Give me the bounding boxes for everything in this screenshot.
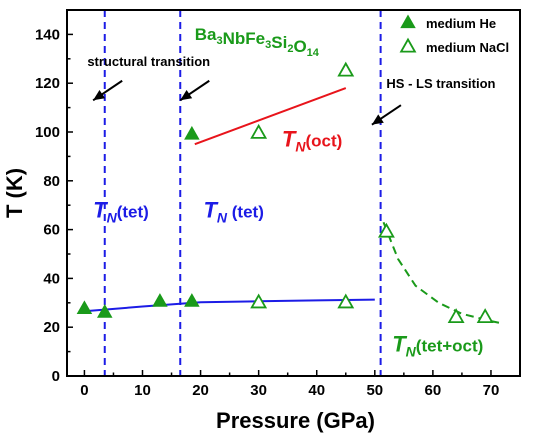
y-tick-label: 20 [43, 319, 60, 336]
chart-marks [76, 10, 503, 376]
legend-marker-1 [399, 37, 417, 53]
x-tick-label: 60 [425, 382, 442, 399]
y-axis-label: T (K) [2, 168, 27, 218]
tn-tetoct-fit [382, 221, 503, 325]
y-tick-label: 0 [52, 368, 60, 385]
arrow-head-1 [180, 89, 193, 101]
data-point-nacl-5 [447, 308, 465, 323]
tn-label-2: TN(oct) [282, 127, 342, 155]
y-tick-label: 120 [35, 75, 60, 92]
tn-label-3: TN(tet+oct) [392, 332, 483, 360]
tn-label-0: TN(tet) [93, 197, 149, 225]
x-tick-label: 40 [308, 382, 325, 399]
x-tick-label: 10 [134, 382, 151, 399]
data-point-he-0 [76, 300, 93, 315]
tn-tet-fit [84, 298, 375, 313]
y-tick-label: 100 [35, 124, 60, 141]
arrow-head-2 [371, 114, 384, 125]
data-point-he-4 [184, 125, 200, 140]
legend-label-0: medium He [426, 16, 496, 31]
data-point-he-1 [96, 304, 113, 318]
tn-label-1: TN (tet) [203, 197, 263, 225]
x-tick-label: 20 [192, 382, 209, 399]
data-point-nacl-4 [377, 222, 395, 238]
hs-ls-transition-label: HS - LS transition [386, 76, 495, 91]
y-tick-label: 80 [43, 173, 60, 190]
data-point-nacl-1 [250, 123, 268, 139]
data-point-nacl-0 [250, 293, 268, 309]
x-axis-label: Pressure (GPa) [216, 408, 375, 433]
structural-transition-label: structural transition [87, 54, 210, 69]
tn-oct-fit [194, 87, 347, 146]
legend: medium He medium NaCl [399, 14, 509, 55]
legend-marker-0 [400, 14, 416, 29]
arrow-head-0 [93, 89, 106, 101]
plot-border [66, 9, 521, 377]
chart-text: Pressure (GPa) T (K) Ba3NbFe3Si2O14structu… [2, 25, 496, 433]
data-point-nacl-6 [476, 308, 494, 323]
data-point-nacl-2 [337, 293, 355, 309]
data-point-he-2 [152, 293, 168, 307]
compound-formula: Ba3NbFe3Si2O14 [195, 25, 320, 59]
axis-ticks: 0 10 20 30 40 50 60 70 0 20 40 60 80 100 120 140 [35, 9, 521, 399]
x-tick-label: 30 [250, 382, 267, 399]
data-point-nacl-3 [337, 61, 355, 77]
x-tick-label: 70 [483, 382, 500, 399]
x-tick-label: 0 [80, 382, 88, 399]
y-tick-label: 140 [35, 26, 60, 43]
data-point-he-3 [184, 293, 200, 307]
y-tick-label: 40 [43, 270, 60, 287]
x-tick-label: 50 [366, 382, 383, 399]
plot-frame [66, 9, 521, 377]
y-tick-label: 60 [43, 222, 60, 239]
legend-label-1: medium NaCl [426, 40, 509, 55]
